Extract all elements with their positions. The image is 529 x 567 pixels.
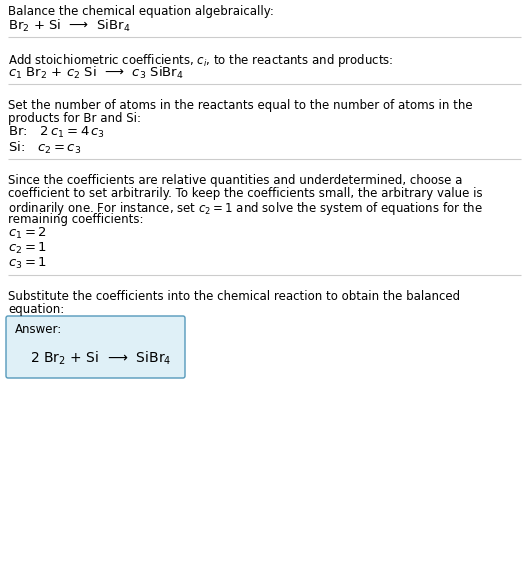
Text: remaining coefficients:: remaining coefficients: [8,213,143,226]
FancyBboxPatch shape [6,316,185,378]
Text: Set the number of atoms in the reactants equal to the number of atoms in the: Set the number of atoms in the reactants… [8,99,472,112]
Text: $c_1 = 2$: $c_1 = 2$ [8,226,47,241]
Text: coefficient to set arbitrarily. To keep the coefficients small, the arbitrary va: coefficient to set arbitrarily. To keep … [8,187,482,200]
Text: 2 Br$_2$ + Si  ⟶  SiBr$_4$: 2 Br$_2$ + Si ⟶ SiBr$_4$ [30,350,171,367]
Text: Br$_2$ + Si  ⟶  SiBr$_4$: Br$_2$ + Si ⟶ SiBr$_4$ [8,18,131,34]
Text: equation:: equation: [8,303,64,316]
Text: $c_2 = 1$: $c_2 = 1$ [8,241,47,256]
Text: Br:   $2\,c_1 = 4\,c_3$: Br: $2\,c_1 = 4\,c_3$ [8,125,105,140]
Text: Answer:: Answer: [15,323,62,336]
Text: Add stoichiometric coefficients, $c_i$, to the reactants and products:: Add stoichiometric coefficients, $c_i$, … [8,52,394,69]
Text: Si:   $c_2 = c_3$: Si: $c_2 = c_3$ [8,140,81,156]
Text: Balance the chemical equation algebraically:: Balance the chemical equation algebraica… [8,5,274,18]
Text: $c_1$ Br$_2$ + $c_2$ Si  ⟶  $c_3$ SiBr$_4$: $c_1$ Br$_2$ + $c_2$ Si ⟶ $c_3$ SiBr$_4$ [8,65,184,81]
Text: products for Br and Si:: products for Br and Si: [8,112,141,125]
Text: $c_3 = 1$: $c_3 = 1$ [8,256,47,271]
Text: Since the coefficients are relative quantities and underdetermined, choose a: Since the coefficients are relative quan… [8,174,462,187]
Text: ordinarily one. For instance, set $c_2 = 1$ and solve the system of equations fo: ordinarily one. For instance, set $c_2 =… [8,200,483,217]
Text: Substitute the coefficients into the chemical reaction to obtain the balanced: Substitute the coefficients into the che… [8,290,460,303]
